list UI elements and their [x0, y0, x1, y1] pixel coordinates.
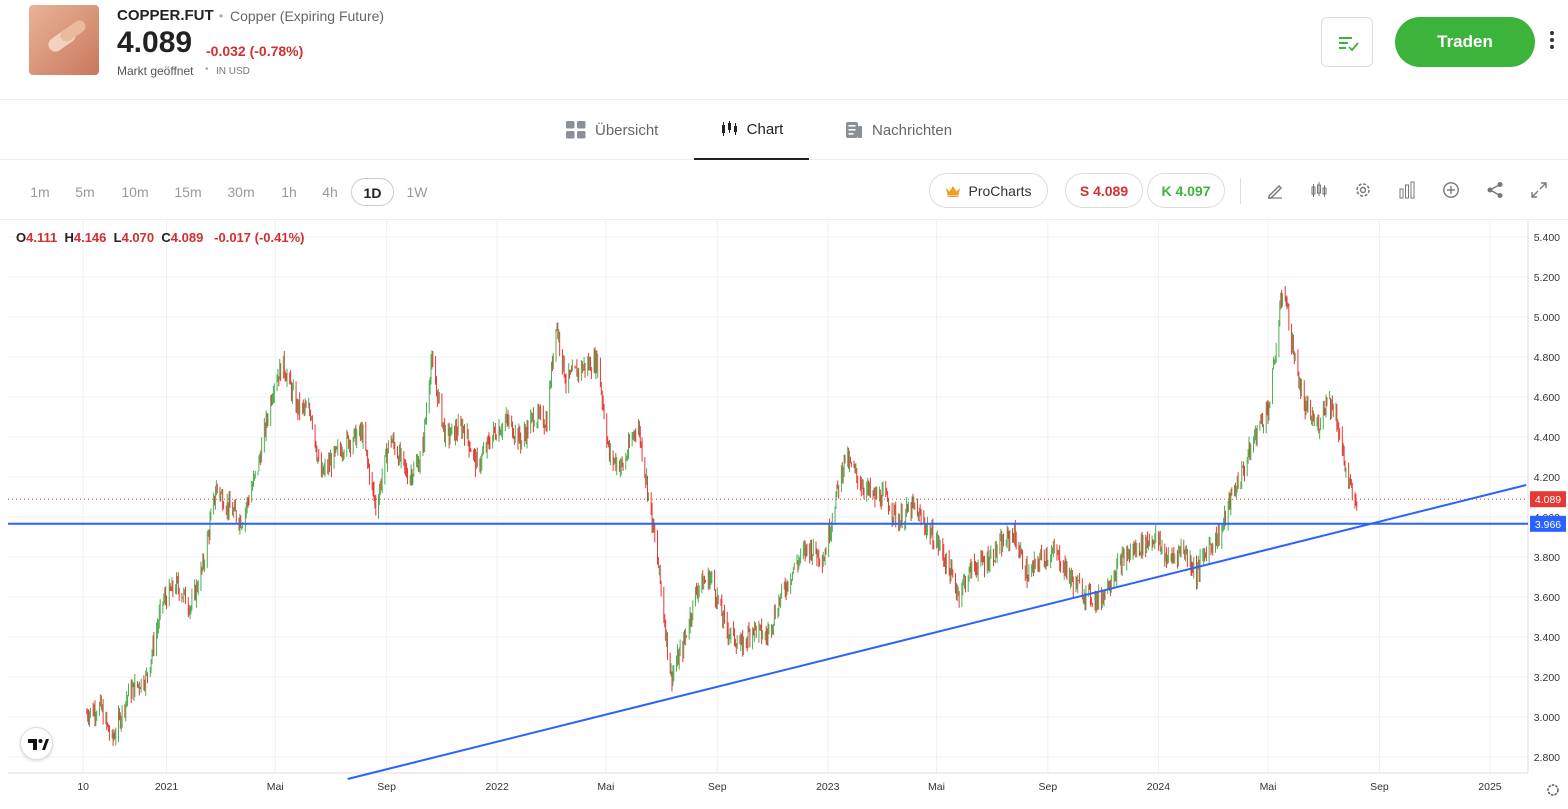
- candle-type-icon[interactable]: [1310, 181, 1328, 199]
- x-tick-label: 2021: [155, 781, 179, 793]
- tab-news-label: Nachrichten: [872, 121, 953, 139]
- price-change: -0.032 (-0.78%): [206, 43, 304, 59]
- open-label: O: [16, 230, 27, 245]
- tab-news[interactable]: Nachrichten: [846, 100, 952, 160]
- y-tick-label: 3.800: [1534, 552, 1560, 564]
- trade-button[interactable]: Traden: [1395, 17, 1535, 67]
- y-tick-label: 5.000: [1534, 312, 1560, 324]
- x-tick-label: Mai: [928, 781, 945, 793]
- y-tick-label: 2.800: [1534, 752, 1560, 764]
- chart-settings-icon[interactable]: [1547, 784, 1559, 796]
- tab-overview-label: Übersicht: [595, 121, 659, 139]
- tab-bar: Übersicht Chart Nachrichten: [0, 100, 1568, 160]
- instrument-symbol: COPPER.FUT: [117, 7, 214, 24]
- x-tick-label: Mai: [267, 781, 284, 793]
- high-value: 4.146: [73, 230, 107, 245]
- share-icon[interactable]: [1486, 181, 1504, 199]
- ohlc-change: -0.017 (-0.41%): [214, 230, 305, 245]
- tab-chart-label: Chart: [746, 120, 784, 138]
- x-tick-label: 2022: [485, 781, 509, 793]
- grid-icon: [566, 121, 586, 139]
- procharts-label: ProCharts: [968, 182, 1032, 199]
- separator-dot: •: [205, 64, 209, 75]
- chart-svg[interactable]: 5.4005.2005.0004.8004.6004.4004.2004.000…: [8, 221, 1568, 809]
- ohlc-legend: O4.111 H4.146 L4.070 C4.089 -0.017 (-0.4…: [16, 230, 304, 245]
- y-tick-label: 3.600: [1534, 592, 1560, 604]
- timeframe-15m[interactable]: 15m: [174, 184, 202, 200]
- timeframe-1d[interactable]: 1D: [351, 178, 394, 206]
- crown-icon: [946, 185, 961, 197]
- draw-icon[interactable]: [1266, 181, 1284, 199]
- x-tick-label: Mai: [1260, 781, 1277, 793]
- watchlist-check-icon: [1339, 37, 1359, 52]
- tradingview-icon: [28, 739, 49, 750]
- y-tick-label: 4.400: [1534, 432, 1560, 444]
- last-price-label: 4.089: [1535, 494, 1561, 506]
- sell-button[interactable]: S 4.089: [1065, 173, 1143, 208]
- support-badge: [1530, 515, 1566, 532]
- instrument-description: Copper (Expiring Future): [230, 8, 385, 24]
- x-tick-label: 2025: [1478, 781, 1502, 793]
- chart-toolbar: 1m 5m 10m 15m 30m 1h 4h 1D 1W ProCharts …: [0, 160, 1568, 220]
- y-tick-label: 3.400: [1534, 632, 1560, 644]
- procharts-button[interactable]: ProCharts: [929, 173, 1048, 208]
- x-tick-label: 2023: [816, 781, 840, 793]
- current-price: 4.089: [117, 26, 193, 59]
- watchlist-button[interactable]: [1321, 17, 1373, 67]
- currency-label: IN USD: [216, 66, 250, 77]
- x-tick-label: Sep: [1370, 781, 1389, 793]
- market-status: Markt geöffnet: [117, 64, 194, 78]
- close-label: C: [161, 230, 171, 245]
- y-tick-label: 3.200: [1534, 672, 1560, 684]
- tab-overview[interactable]: Übersicht: [566, 100, 658, 160]
- x-tick-label: Sep: [377, 781, 396, 793]
- timeframe-4h[interactable]: 4h: [322, 184, 338, 200]
- trend-line: [347, 484, 1527, 780]
- timeframe-5m[interactable]: 5m: [75, 184, 95, 200]
- y-tick-label: 4.200: [1534, 472, 1560, 484]
- more-options-icon[interactable]: [1546, 31, 1558, 53]
- low-label: L: [113, 230, 122, 245]
- instrument-header: COPPER.FUT • Copper (Expiring Future) 4.…: [0, 0, 1568, 100]
- y-tick-label: 5.400: [1534, 232, 1560, 244]
- x-tick-label: 10: [77, 781, 89, 793]
- open-value: 4.111: [26, 230, 58, 245]
- timeframe-30m[interactable]: 30m: [227, 184, 255, 200]
- timeframe-10m[interactable]: 10m: [121, 184, 149, 200]
- candles-icon: [721, 121, 737, 136]
- y-tick-label: 4.600: [1534, 392, 1560, 404]
- last-price-badge: [1530, 491, 1566, 508]
- x-tick-label: 2024: [1147, 781, 1171, 793]
- add-icon[interactable]: [1442, 181, 1460, 199]
- support-label: 3.966: [1535, 519, 1561, 531]
- tradingview-logo[interactable]: [20, 727, 53, 760]
- x-tick-label: Sep: [1039, 781, 1058, 793]
- timeframe-1w[interactable]: 1W: [406, 184, 428, 200]
- x-tick-label: Mai: [597, 781, 614, 793]
- indicators-icon[interactable]: [1398, 181, 1416, 199]
- settings-icon[interactable]: [1354, 181, 1372, 199]
- close-value: 4.089: [170, 230, 204, 245]
- y-tick-label: 4.800: [1534, 352, 1560, 364]
- copper-logo: [29, 5, 99, 75]
- toolbar-divider: [1240, 178, 1241, 204]
- separator-dot: •: [219, 9, 224, 23]
- x-tick-label: Sep: [708, 781, 727, 793]
- low-value: 4.070: [121, 230, 155, 245]
- tab-chart[interactable]: Chart: [694, 100, 809, 160]
- fullscreen-icon[interactable]: [1530, 181, 1548, 199]
- price-chart[interactable]: 5.4005.2005.0004.8004.6004.4004.2004.000…: [8, 221, 1568, 809]
- y-tick-label: 3.000: [1534, 712, 1560, 724]
- news-icon: [846, 122, 862, 138]
- y-tick-label: 5.200: [1534, 272, 1560, 284]
- timeframe-1m[interactable]: 1m: [30, 184, 50, 200]
- buy-button[interactable]: K 4.097: [1147, 173, 1225, 208]
- high-label: H: [64, 230, 74, 245]
- timeframe-1h[interactable]: 1h: [281, 184, 297, 200]
